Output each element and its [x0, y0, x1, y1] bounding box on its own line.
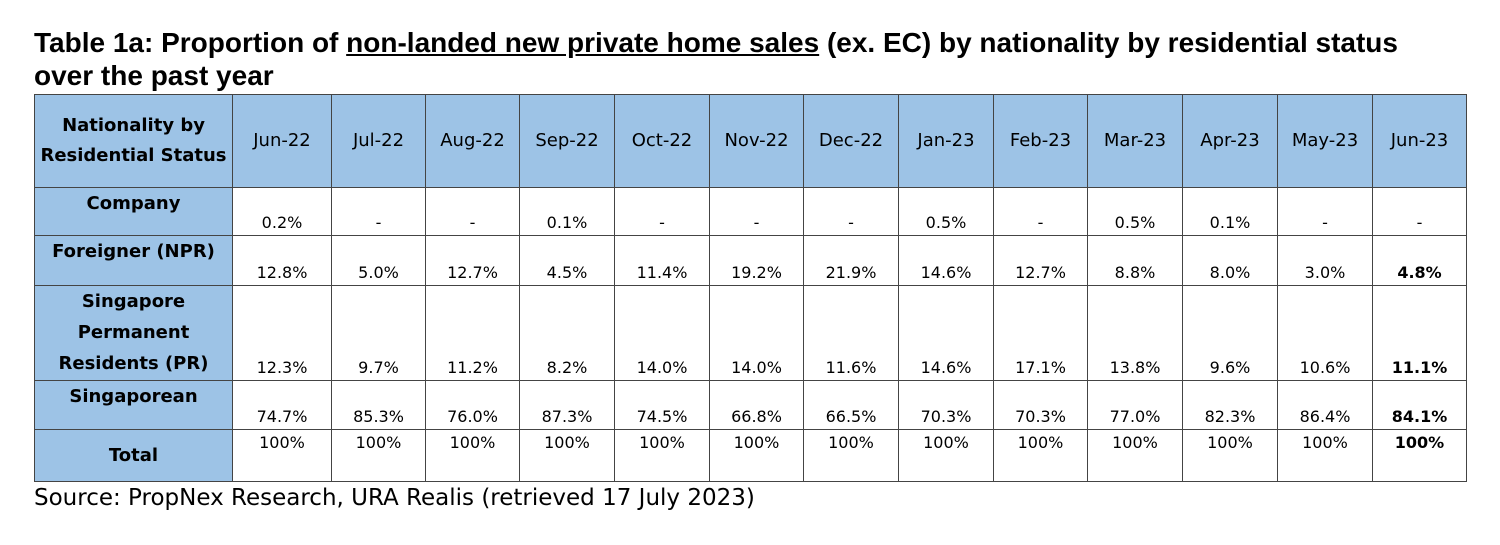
table-cell: 100% — [519, 429, 615, 482]
table-cell: 11.2% — [425, 285, 520, 381]
table-cell: 0.5% — [1087, 187, 1183, 236]
table-cell: 14.0% — [614, 285, 710, 381]
header-month: Oct-22 — [614, 94, 710, 188]
table-cell: 8.8% — [1087, 235, 1183, 286]
title-underlined: non-landed new private home sales — [346, 27, 820, 58]
table-cell: 0.1% — [519, 187, 615, 236]
table-cell: 100% — [898, 429, 994, 482]
header-month: Jan-23 — [898, 94, 994, 188]
table-cell: 13.8% — [1087, 285, 1183, 381]
table-cell: 0.5% — [898, 187, 994, 236]
table-cell: 100% — [331, 429, 426, 482]
row-label: Total — [34, 429, 233, 482]
table-cell: 100% — [803, 429, 899, 482]
table-cell: 12.3% — [232, 285, 332, 381]
table-cell: 17.1% — [993, 285, 1088, 381]
header-month: Apr-23 — [1182, 94, 1278, 188]
table-cell: 0.2% — [232, 187, 332, 236]
header-corner: Nationality by Residential Status — [34, 94, 233, 188]
table-cell: 100% — [1277, 429, 1373, 482]
table-cell: 74.7% — [232, 380, 332, 430]
table-row: Company 0.2% - - 0.1% - - - 0.5% - 0.5% … — [34, 187, 1467, 236]
table-cell: 8.0% — [1182, 235, 1278, 286]
table-cell: 12.7% — [425, 235, 520, 286]
table-cell: 85.3% — [331, 380, 426, 430]
table-cell: 100% — [1372, 429, 1467, 482]
table-cell: - — [1372, 187, 1467, 236]
table-cell: 3.0% — [1277, 235, 1373, 286]
row-label: Singapore Permanent Residents (PR) — [34, 285, 233, 381]
table-cell: 100% — [232, 429, 332, 482]
table-cell: 8.2% — [519, 285, 615, 381]
header-month: Jun-23 — [1372, 94, 1467, 188]
table-cell: 70.3% — [898, 380, 994, 430]
table-cell: 4.8% — [1372, 235, 1467, 286]
table-cell: 84.1% — [1372, 380, 1467, 430]
table-cell: - — [993, 187, 1088, 236]
table-cell: 70.3% — [993, 380, 1088, 430]
table-cell: 100% — [709, 429, 804, 482]
header-month: Sep-22 — [519, 94, 615, 188]
table-cell: 11.1% — [1372, 285, 1467, 381]
table-cell: 10.6% — [1277, 285, 1373, 381]
table-cell: 9.7% — [331, 285, 426, 381]
table-cell: 12.8% — [232, 235, 332, 286]
table-cell: 77.0% — [1087, 380, 1183, 430]
header-month: Feb-23 — [993, 94, 1088, 188]
table-cell: 14.6% — [898, 285, 994, 381]
table-cell: 11.4% — [614, 235, 710, 286]
header-month: Nov-22 — [709, 94, 804, 188]
table-cell: 100% — [1182, 429, 1278, 482]
table-cell: 100% — [1087, 429, 1183, 482]
table-cell: 76.0% — [425, 380, 520, 430]
table-cell: 100% — [993, 429, 1088, 482]
table-cell: 0.1% — [1182, 187, 1278, 236]
header-month: May-23 — [1277, 94, 1373, 188]
header-row: Nationality by Residential Status Jun-22… — [34, 94, 1467, 188]
table-row: Singapore Permanent Residents (PR) 12.3%… — [34, 285, 1467, 381]
header-month: Dec-22 — [803, 94, 899, 188]
total-row: Total 100% 100% 100% 100% 100% 100% 100%… — [34, 429, 1467, 482]
header-month: Jul-22 — [331, 94, 426, 188]
nationality-table: Nationality by Residential Status Jun-22… — [34, 94, 1467, 482]
table-cell: 19.2% — [709, 235, 804, 286]
table-cell: 100% — [614, 429, 710, 482]
title-suffix: (ex. EC) by nationality by residential s… — [34, 27, 1398, 91]
header-month: Jun-22 — [232, 94, 332, 188]
row-label: Foreigner (NPR) — [34, 235, 233, 286]
table-cell: 9.6% — [1182, 285, 1278, 381]
table-cell: 14.6% — [898, 235, 994, 286]
table-cell: - — [709, 187, 804, 236]
table-cell: 87.3% — [519, 380, 615, 430]
table-cell: - — [331, 187, 426, 236]
table-cell: 82.3% — [1182, 380, 1278, 430]
table-cell: 14.0% — [709, 285, 804, 381]
table-cell: 74.5% — [614, 380, 710, 430]
table-cell: 21.9% — [803, 235, 899, 286]
table-cell: 100% — [425, 429, 520, 482]
table-cell: - — [614, 187, 710, 236]
table-cell: 4.5% — [519, 235, 615, 286]
table-cell: - — [803, 187, 899, 236]
table-cell: 12.7% — [993, 235, 1088, 286]
table-cell: - — [425, 187, 520, 236]
table-cell: 86.4% — [1277, 380, 1373, 430]
table-row: Singaporean 74.7% 85.3% 76.0% 87.3% 74.5… — [34, 380, 1467, 430]
table-row: Foreigner (NPR) 12.8% 5.0% 12.7% 4.5% 11… — [34, 235, 1467, 286]
table-cell: - — [1277, 187, 1373, 236]
table-cell: 66.5% — [803, 380, 899, 430]
source-note: Source: PropNex Research, URA Realis (re… — [34, 485, 755, 511]
table-cell: 11.6% — [803, 285, 899, 381]
table-cell: 5.0% — [331, 235, 426, 286]
title-prefix: Table 1a: Proportion of — [34, 27, 347, 58]
row-label: Singaporean — [34, 380, 233, 430]
header-month: Aug-22 — [425, 94, 520, 188]
header-month: Mar-23 — [1087, 94, 1183, 188]
table-title: Table 1a: Proportion of non-landed new p… — [34, 26, 1434, 92]
table-cell: 66.8% — [709, 380, 804, 430]
row-label: Company — [34, 187, 233, 236]
